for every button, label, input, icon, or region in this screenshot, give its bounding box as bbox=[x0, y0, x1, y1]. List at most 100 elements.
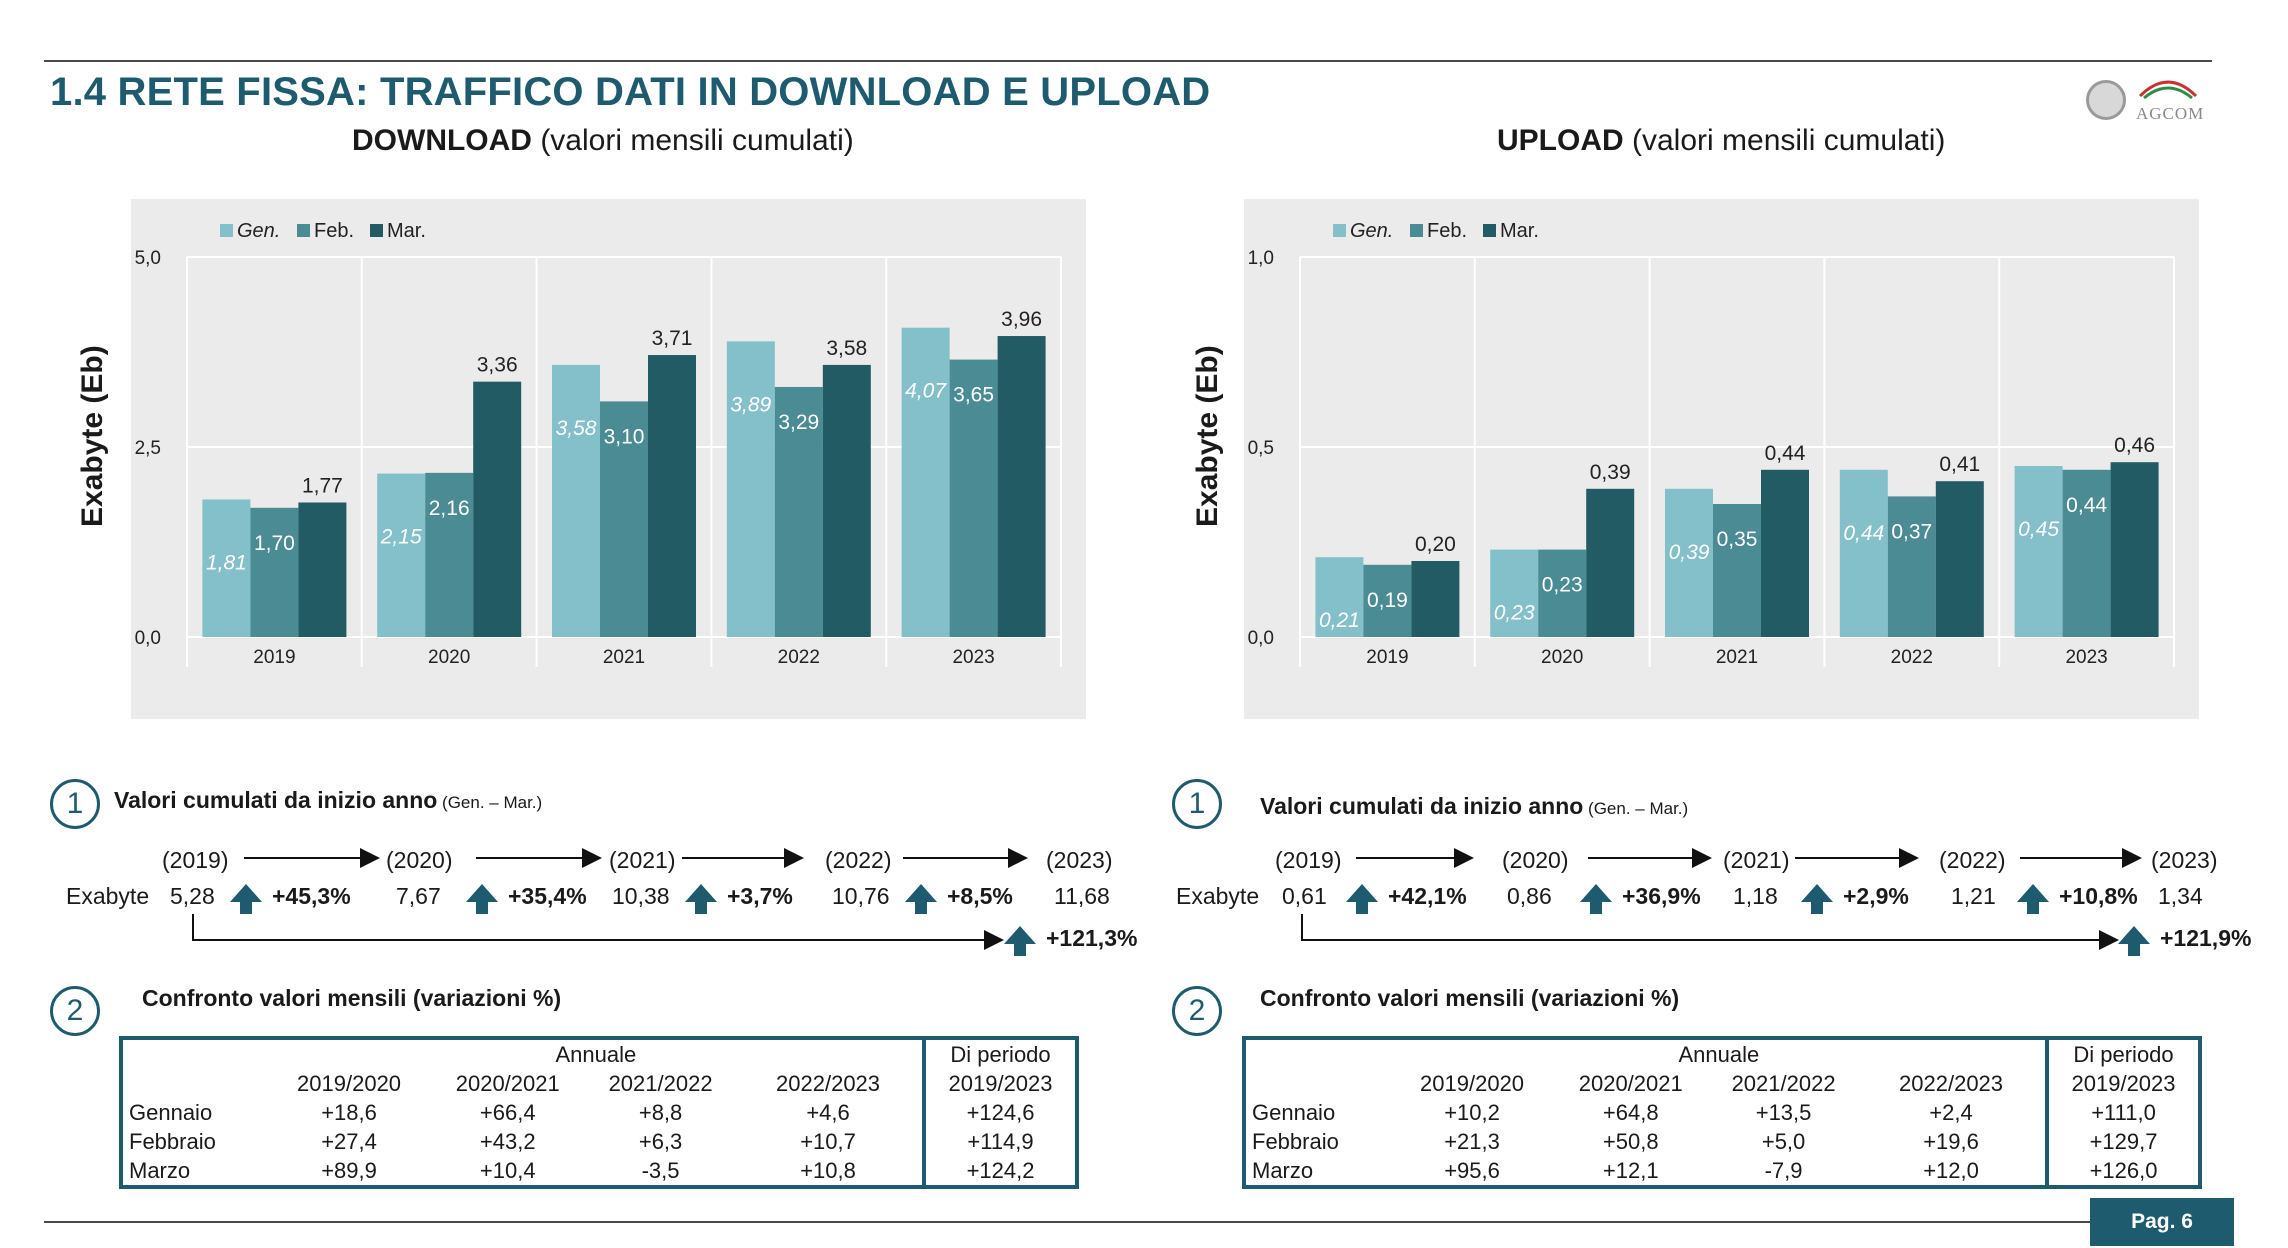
bar-mar-2021 bbox=[648, 355, 696, 637]
data-label: 0,23 bbox=[1494, 602, 1535, 625]
cumulative-value: 1,18 bbox=[1733, 883, 1778, 909]
legend-label: Mar. bbox=[1500, 220, 1539, 242]
x-tick-label: 2022 bbox=[1891, 647, 1933, 668]
x-tick-label: 2019 bbox=[1366, 647, 1408, 668]
cumulative-change: +8,5% bbox=[947, 883, 1013, 909]
bar-mar-2021 bbox=[1761, 469, 1809, 637]
table-column-header: 2020/2021 bbox=[455, 1071, 560, 1096]
up-arrow-icon bbox=[1580, 884, 1612, 914]
bar-gen-2020 bbox=[1490, 549, 1539, 637]
table-cell: +4,6 bbox=[806, 1100, 850, 1125]
legend-swatch bbox=[1483, 224, 1496, 237]
table-cell: +66,4 bbox=[479, 1100, 536, 1125]
up-arrow-icon bbox=[1004, 926, 1036, 956]
bar-feb-2020 bbox=[1538, 549, 1587, 637]
table-row-label: Gennaio bbox=[1252, 1100, 1336, 1125]
table-row: Febbraio +27,4 +43,2 +6,3 +10,7 +114,9 bbox=[123, 1127, 1075, 1156]
bar-gen-2019 bbox=[1315, 557, 1364, 637]
cumulative-year: (2020) bbox=[1502, 847, 1569, 873]
data-label: 2,15 bbox=[380, 526, 422, 549]
bar-gen-2019 bbox=[202, 499, 251, 637]
data-label: 1,77 bbox=[302, 474, 343, 497]
table-group-period: Di periodo bbox=[922, 1040, 1075, 1069]
table-cell: +89,9 bbox=[321, 1158, 377, 1183]
bar-mar-2019 bbox=[298, 502, 347, 637]
data-label: 0,45 bbox=[2018, 518, 2059, 541]
data-label: 0,23 bbox=[1542, 574, 1583, 597]
bar-gen-2022 bbox=[1839, 469, 1888, 637]
data-label: 3,89 bbox=[730, 393, 771, 416]
data-label: 3,29 bbox=[778, 411, 819, 434]
y-tick-label: 0,5 bbox=[1248, 438, 1274, 459]
up-arrow-icon bbox=[1801, 884, 1833, 914]
cumulative-year: (2023) bbox=[2151, 847, 2218, 873]
data-label: 0,44 bbox=[1765, 442, 1806, 465]
cumulative-value: 1,34 bbox=[2158, 883, 2203, 909]
cumulative-year: (2022) bbox=[1939, 847, 2006, 873]
bar-gen-2020 bbox=[377, 473, 426, 637]
download-comparison-table: Annuale Di periodo 2019/2020 2020/2021 2021/… bbox=[119, 1036, 1079, 1189]
upload-section2-heading: Confronto valori mensili (variazioni %) bbox=[1260, 985, 1680, 1011]
data-label: 1,81 bbox=[206, 551, 247, 574]
cumulative-total-change: +121,3% bbox=[1046, 925, 1138, 951]
download-panel-title: DOWNLOAD (valori mensili cumulati) bbox=[352, 124, 854, 157]
upload-comparison-table: Annuale Di periodo 2019/2020 2020/2021 2021/… bbox=[1242, 1036, 2202, 1189]
legend-swatch bbox=[370, 224, 383, 237]
table-cell: +10,2 bbox=[1444, 1100, 1500, 1125]
table-row-label: Gennaio bbox=[129, 1100, 213, 1125]
bar-mar-2022 bbox=[1935, 481, 1984, 637]
table-column-header: 2019/2020 bbox=[297, 1071, 402, 1096]
x-tick-label: 2023 bbox=[952, 647, 994, 668]
table-cell: +64,8 bbox=[1602, 1100, 1659, 1125]
table-cell: +19,6 bbox=[1923, 1129, 1979, 1154]
bottom-rule bbox=[44, 1221, 2134, 1223]
cumulative-value: 1,21 bbox=[1951, 883, 1996, 909]
table-cell: +10,4 bbox=[479, 1158, 536, 1183]
table-cell: +6,3 bbox=[638, 1129, 683, 1154]
bar-gen-2022 bbox=[726, 341, 775, 637]
agcom-arc-icon bbox=[2138, 80, 2198, 100]
data-label: 3,65 bbox=[953, 384, 994, 407]
table-column-header: 2019/2020 bbox=[1420, 1071, 1525, 1096]
x-tick-label: 2019 bbox=[253, 647, 295, 668]
table-cell: +10,8 bbox=[800, 1158, 856, 1183]
y-tick-label: 1,0 bbox=[1248, 248, 1274, 269]
data-label: 3,36 bbox=[477, 354, 518, 377]
table-cell: +12,1 bbox=[1602, 1158, 1659, 1183]
bar-mar-2022 bbox=[822, 364, 871, 637]
cumulative-row-label: Exabyte bbox=[1176, 883, 1260, 909]
legend-label: Gen. bbox=[1350, 220, 1393, 242]
cumulative-year: (2021) bbox=[609, 847, 676, 873]
table-row: Marzo +89,9 +10,4 -3,5 +10,8 +124,2 bbox=[123, 1156, 1075, 1185]
x-tick-label: 2020 bbox=[428, 647, 470, 668]
y-tick-label: 5,0 bbox=[135, 248, 161, 269]
upload-section1-number: 1 bbox=[1172, 779, 1222, 829]
data-label: 3,58 bbox=[556, 417, 597, 440]
bar-mar-2020 bbox=[1586, 488, 1635, 637]
bar-feb-2020 bbox=[425, 472, 474, 637]
agcom-logo: AGCOM bbox=[2080, 74, 2210, 130]
data-label: 0,20 bbox=[1415, 533, 1456, 556]
table-column-header: 2021/2022 bbox=[608, 1071, 713, 1096]
bar-feb-2022 bbox=[774, 386, 823, 637]
data-label: 0,44 bbox=[1843, 522, 1884, 545]
x-tick-label: 2021 bbox=[1716, 647, 1758, 668]
table-cell: +5,0 bbox=[1761, 1129, 1806, 1154]
top-rule bbox=[44, 60, 2212, 62]
legend-label: Feb. bbox=[314, 220, 354, 242]
data-label: 0,39 bbox=[1590, 461, 1631, 484]
bar-feb-2022 bbox=[1887, 496, 1936, 637]
table-group-annual: Annuale bbox=[1678, 1042, 1760, 1067]
table-row: Gennaio +10,2 +64,8 +13,5 +2,4 +111,0 bbox=[1246, 1098, 2198, 1127]
bar-gen-2023 bbox=[901, 327, 950, 637]
cumulative-year: (2021) bbox=[1723, 847, 1790, 873]
data-label: 4,07 bbox=[905, 380, 947, 403]
bar-mar-2023 bbox=[2110, 462, 2159, 637]
table-row: Marzo +95,6 +12,1 -7,9 +12,0 +126,0 bbox=[1246, 1156, 2198, 1185]
y-tick-label: 0,0 bbox=[135, 628, 161, 649]
data-label: 0,46 bbox=[2114, 434, 2155, 457]
table-cell: +21,3 bbox=[1444, 1129, 1500, 1154]
table-column-header: 2020/2021 bbox=[1578, 1071, 1683, 1096]
table-cell: +50,8 bbox=[1602, 1129, 1659, 1154]
data-label: 0,37 bbox=[1891, 520, 1932, 543]
